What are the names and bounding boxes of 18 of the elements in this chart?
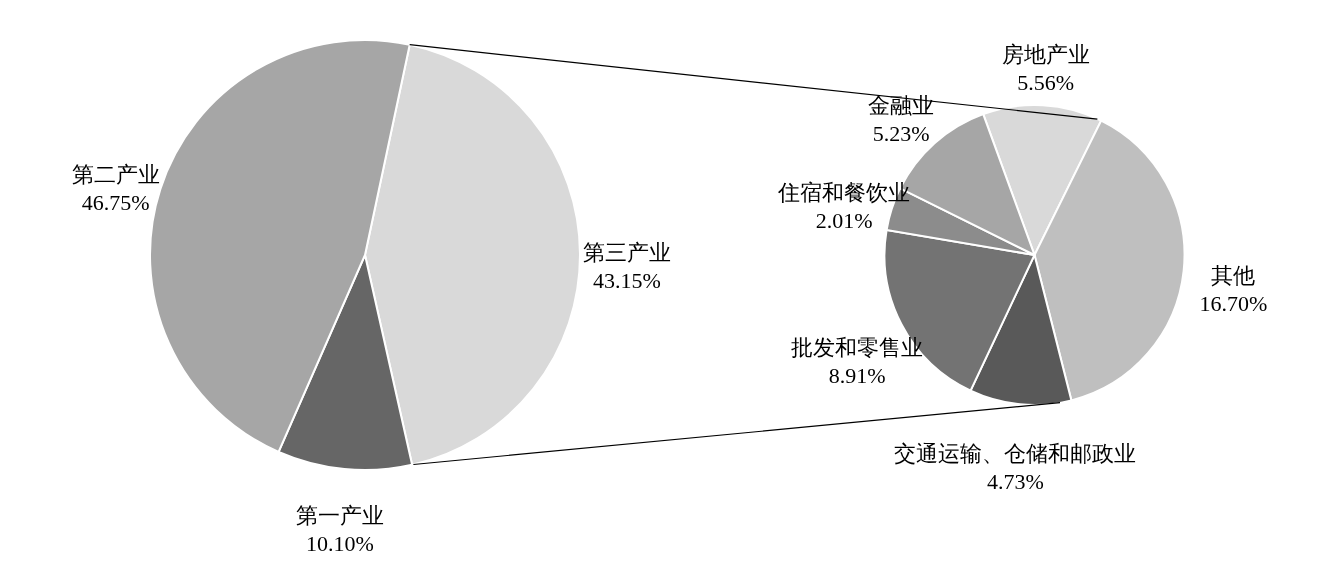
slice-label: 其他 <box>1211 263 1256 289</box>
data-label: 8.91% <box>828 362 886 388</box>
data-label: 2.01% <box>815 208 873 234</box>
data-label: 10.10% <box>305 530 374 556</box>
data-label: 43.15% <box>593 268 661 294</box>
slice-label: 房地产业 <box>1001 42 1090 68</box>
slice-label: 第一产业 <box>295 502 384 528</box>
slice-label: 批发和零售业 <box>791 334 924 360</box>
slice-label: 第三产业 <box>583 240 671 266</box>
slice-label: 金融业 <box>868 92 935 118</box>
data-label: 4.73% <box>986 469 1044 495</box>
data-label: 5.23% <box>872 120 930 146</box>
data-label: 46.75% <box>81 189 150 215</box>
slice-label: 住宿和餐饮业 <box>777 180 911 206</box>
slice-label: 第二产业 <box>71 161 160 187</box>
slice-label: 交通运输、仓储和邮政业 <box>894 441 1137 467</box>
data-label: 5.56% <box>1017 70 1075 96</box>
data-label: 16.70% <box>1199 291 1268 317</box>
